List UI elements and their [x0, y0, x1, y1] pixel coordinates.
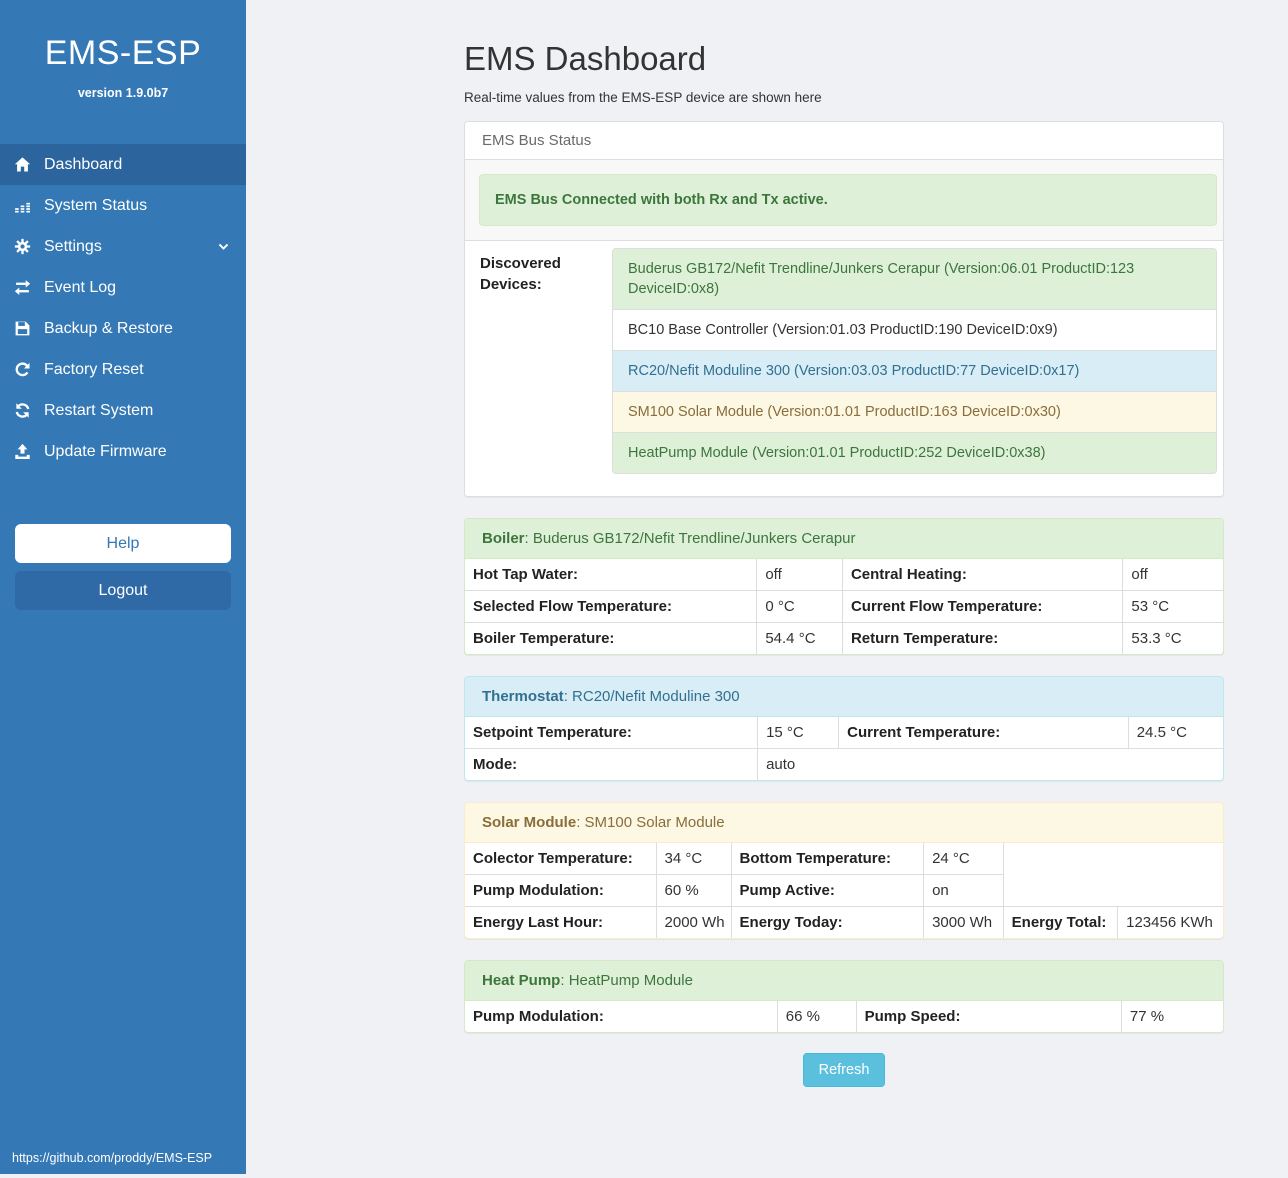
sidebar-item-label: Dashboard — [44, 155, 123, 173]
boiler-panel: Boiler: Buderus GB172/Nefit Trendline/Ju… — [464, 518, 1224, 655]
solar-title: Solar Module — [482, 814, 577, 831]
logout-button[interactable]: Logout — [15, 571, 231, 610]
refresh-button[interactable]: Refresh — [802, 1053, 886, 1087]
table-row: Pump Modulation: 60 % Pump Active: on — [465, 874, 1223, 907]
exchange-arrows-icon — [14, 279, 31, 296]
heat-pump-table: Pump Modulation: 66 % Pump Speed: 77 % — [465, 1001, 1223, 1032]
page-subtitle: Real-time values from the EMS-ESP device… — [464, 90, 822, 105]
floppy-disk-icon — [14, 320, 31, 337]
help-button[interactable]: Help — [15, 524, 231, 563]
table-row: Setpoint Temperature: 15 °C Current Tempe… — [465, 717, 1223, 749]
chevron-down-icon — [217, 240, 230, 253]
device-list-item: Buderus GB172/Nefit Trendline/Junkers Ce… — [612, 248, 1217, 310]
bus-connected-alert: EMS Bus Connected with both Rx and Tx ac… — [479, 174, 1217, 226]
discovered-devices-section: Discovered Devices: Buderus GB172/Nefit … — [465, 241, 1223, 496]
thermostat-panel-heading: Thermostat: RC20/Nefit Moduline 300 — [465, 677, 1223, 717]
device-list-item: HeatPump Module (Version:01.01 ProductID… — [612, 432, 1217, 474]
table-row: Boiler Temperature: 54.4 °C Return Temper… — [465, 622, 1223, 654]
solar-device-name: : SM100 Solar Module — [576, 814, 725, 831]
heat-pump-device-name: : HeatPump Module — [560, 972, 693, 989]
discovered-devices-label: Discovered Devices: — [480, 255, 561, 293]
refresh-arrows-icon — [14, 402, 31, 419]
app-title: EMS-ESP — [44, 34, 202, 72]
device-list-item: BC10 Base Controller (Version:01.03 Prod… — [612, 309, 1217, 351]
sidebar-item-label: Update Firmware — [44, 442, 167, 460]
app-version: version 1.9.0b7 — [77, 86, 169, 100]
table-row: Selected Flow Temperature: 0 °C Current F… — [465, 590, 1223, 623]
ems-bus-status-heading: EMS Bus Status — [465, 122, 1223, 160]
sidebar-item-backup-restore[interactable]: Backup & Restore — [0, 308, 246, 349]
ems-bus-status-body: EMS Bus Connected with both Rx and Tx ac… — [465, 160, 1223, 241]
ems-bus-status-panel: EMS Bus Status EMS Bus Connected with bo… — [464, 121, 1224, 497]
sidebar-item-restart-system[interactable]: Restart System — [0, 390, 246, 431]
device-list: Buderus GB172/Nefit Trendline/Junkers Ce… — [612, 248, 1217, 474]
github-link[interactable]: https://github.com/proddy/EMS-ESP — [12, 1151, 213, 1165]
sidebar-nav: Dashboard System Status — [0, 144, 246, 472]
table-row: Mode: auto — [465, 748, 1223, 780]
device-list-item: SM100 Solar Module (Version:01.01 Produc… — [612, 391, 1217, 433]
sidebar-item-dashboard[interactable]: Dashboard — [0, 144, 246, 185]
empty-cell — [1002, 843, 1223, 907]
solar-module-panel: Solar Module: SM100 Solar Module Colecto… — [464, 802, 1224, 939]
table-row: Energy Last Hour: 2000 Wh Energy Today: 30… — [465, 906, 1223, 938]
thermostat-title: Thermostat — [482, 688, 564, 705]
table-row: Hot Tap Water: off Central Heating: off — [465, 559, 1223, 591]
solar-table: Colector Temperature: 34 °C Bottom Temper… — [465, 843, 1223, 938]
sidebar-item-factory-reset[interactable]: Factory Reset — [0, 349, 246, 390]
solar-panel-heading: Solar Module: SM100 Solar Module — [465, 803, 1223, 843]
table-row: Colector Temperature: 34 °C Bottom Temper… — [465, 843, 1223, 907]
thermostat-device-name: : RC20/Nefit Moduline 300 — [563, 688, 740, 705]
system-status-icon — [14, 197, 31, 214]
boiler-panel-heading: Boiler: Buderus GB172/Nefit Trendline/Ju… — [465, 519, 1223, 559]
home-icon — [14, 156, 31, 173]
sidebar-item-system-status[interactable]: System Status — [0, 185, 246, 226]
sidebar-item-label: Event Log — [44, 278, 117, 296]
sidebar-item-update-firmware[interactable]: Update Firmware — [0, 431, 246, 472]
boiler-table: Hot Tap Water: off Central Heating: off Se… — [465, 559, 1223, 654]
sidebar-item-settings[interactable]: Settings — [0, 226, 246, 267]
thermostat-table: Setpoint Temperature: 15 °C Current Tempe… — [465, 717, 1223, 780]
thermostat-panel: Thermostat: RC20/Nefit Moduline 300 Setp… — [464, 676, 1224, 781]
rotate-arrow-icon — [14, 361, 31, 378]
gear-icon — [14, 238, 31, 255]
upload-icon — [14, 443, 31, 460]
page-title: EMS Dashboard — [464, 40, 707, 77]
sidebar-item-label: System Status — [44, 196, 148, 214]
boiler-title: Boiler — [482, 530, 525, 547]
device-list-item: RC20/Nefit Moduline 300 (Version:03.03 P… — [612, 350, 1217, 392]
heat-pump-panel-heading: Heat Pump: HeatPump Module — [465, 961, 1223, 1001]
main-content: EMS Dashboard Real-time values from the … — [246, 0, 1288, 1147]
sidebar-item-label: Backup & Restore — [44, 319, 173, 337]
boiler-device-name: : Buderus GB172/Nefit Trendline/Junkers … — [524, 530, 856, 547]
sidebar-item-label: Factory Reset — [44, 360, 144, 378]
app-brand: EMS-ESP version 1.9.0b7 — [0, 0, 246, 100]
heat-pump-panel: Heat Pump: HeatPump Module Pump Modulati… — [464, 960, 1224, 1033]
sidebar: EMS-ESP version 1.9.0b7 Dashboard System… — [0, 0, 246, 1174]
sidebar-item-label: Settings — [44, 237, 102, 255]
sidebar-item-label: Restart System — [44, 401, 154, 419]
table-row: Pump Modulation: 66 % Pump Speed: 77 % — [465, 1001, 1223, 1032]
sidebar-item-event-log[interactable]: Event Log — [0, 267, 246, 308]
heat-pump-title: Heat Pump — [482, 972, 561, 989]
